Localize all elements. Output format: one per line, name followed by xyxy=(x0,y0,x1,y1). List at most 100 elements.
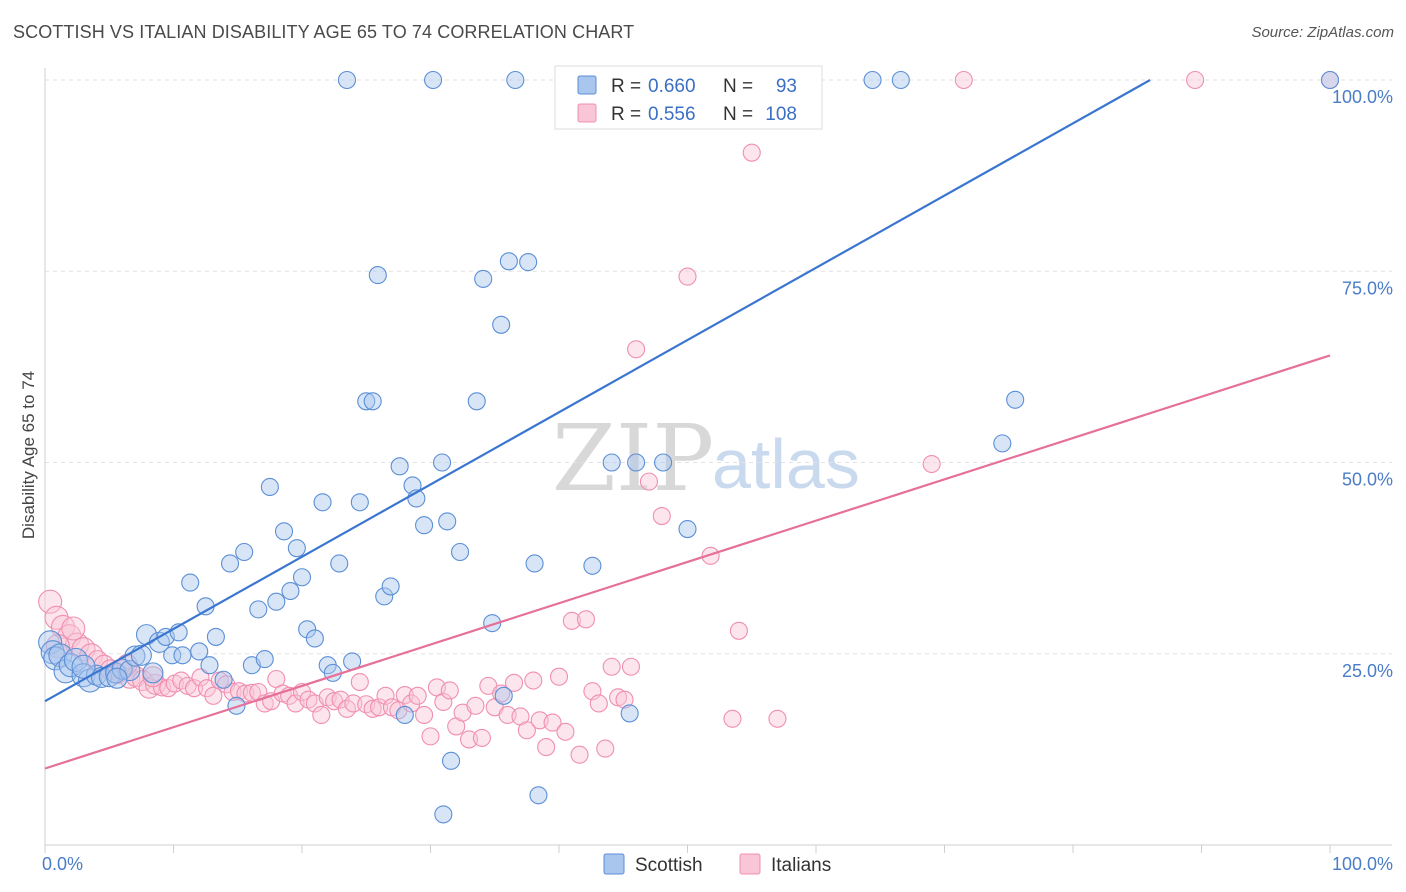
italians-point-57 xyxy=(402,694,421,713)
italians-point-68 xyxy=(472,728,491,747)
legend-swatch-scottish xyxy=(577,75,597,95)
scottish-point-82 xyxy=(1006,390,1025,409)
scottish-point-79 xyxy=(654,453,673,472)
italians-point-88 xyxy=(602,657,621,676)
legend-r-value-1: 0.660 xyxy=(648,76,696,97)
scottish-point-54 xyxy=(375,587,394,606)
scottish-point-30 xyxy=(214,670,233,689)
italians-point-60 xyxy=(421,727,440,746)
italians-point-49 xyxy=(350,673,369,692)
scottish-point-25 xyxy=(181,573,200,592)
italians-point-51 xyxy=(363,699,382,718)
axes xyxy=(44,68,1392,853)
italians-point-101 xyxy=(922,454,941,474)
scottish-point-93 xyxy=(106,667,128,689)
trend-lines xyxy=(44,79,1331,770)
watermark-atlas: atlas xyxy=(712,425,860,503)
scottish-point-62 xyxy=(438,512,457,531)
legend-box xyxy=(554,65,823,130)
grid-lines xyxy=(45,79,1392,655)
scottish-point-22 xyxy=(163,646,182,665)
scottish-point-29 xyxy=(206,627,225,646)
scottish-trend-line xyxy=(44,79,1151,703)
italians-point-43 xyxy=(312,705,331,725)
scottish-point-73 xyxy=(525,554,544,573)
scottish-point-69 xyxy=(492,315,511,334)
italians-point-78 xyxy=(537,738,556,757)
scottish-point-1 xyxy=(38,630,63,655)
italians-point-53 xyxy=(376,686,395,705)
scottish-point-24 xyxy=(173,646,192,665)
italians-point-13 xyxy=(119,667,141,689)
scottish-point-80 xyxy=(678,520,697,539)
chart-title: SCOTTISH VS ITALIAN DISABILITY AGE 65 TO… xyxy=(13,22,635,42)
italians-point-52 xyxy=(370,698,389,717)
italians-point-67 xyxy=(466,696,485,715)
legend-r-value-2: 0.556 xyxy=(648,104,696,125)
scottish-point-56 xyxy=(390,457,409,476)
italians-point-103 xyxy=(954,70,973,90)
y-tick-label-3: 75.0% xyxy=(1342,278,1393,298)
scottish-point-67 xyxy=(474,269,493,288)
legend-swatch-italians xyxy=(577,103,597,123)
scottish-point-74 xyxy=(529,786,548,805)
italians-point-96 xyxy=(701,546,720,565)
y-axis-label: Disability Age 65 to 74 xyxy=(19,371,38,539)
scottish-point-44 xyxy=(305,629,324,648)
italians-point-76 xyxy=(524,671,543,690)
scottish-point-40 xyxy=(281,581,300,601)
scottish-point-43 xyxy=(298,620,317,639)
watermark: ZIP atlas xyxy=(552,405,860,512)
scottish-point-85 xyxy=(506,70,525,90)
italians-point-84 xyxy=(576,610,596,629)
italians-point-1 xyxy=(38,589,63,614)
italians-point-102 xyxy=(1186,70,1205,90)
bottom-legend-label-scottish: Scottish xyxy=(635,855,703,876)
italians-point-83 xyxy=(570,745,589,764)
scottish-point-28 xyxy=(200,656,219,675)
scottish-point-57 xyxy=(395,705,414,725)
scottish-point-12 xyxy=(98,666,120,688)
italians-point-92 xyxy=(627,340,646,359)
scottish-point-78 xyxy=(627,453,646,472)
scottish-point-63 xyxy=(442,751,461,770)
italians-point-59 xyxy=(415,705,434,725)
scottish-point-75 xyxy=(583,556,602,575)
scottish-point-9 xyxy=(77,668,103,693)
scottish-point-71 xyxy=(499,252,518,271)
y-tick-label-4: 100.0% xyxy=(1332,87,1393,107)
italians-point-23 xyxy=(185,679,204,698)
y-tick-label-2: 50.0% xyxy=(1342,470,1393,490)
bottom-legend-label-italians: Italians xyxy=(771,855,831,876)
scottish-point-76 xyxy=(602,453,621,472)
watermark-zip: ZIP xyxy=(552,405,714,512)
scottish-point-84 xyxy=(424,70,443,90)
scottish-point-35 xyxy=(249,600,268,619)
scottish-point-42 xyxy=(292,568,312,587)
legend-n-value-1: 93 xyxy=(776,76,797,97)
scottish-point-70 xyxy=(494,686,513,705)
italians-point-26 xyxy=(204,686,223,705)
scottish-point-26 xyxy=(190,642,209,661)
scottish-point-7 xyxy=(63,647,88,672)
italians-point-58 xyxy=(408,686,427,705)
italians-point-98 xyxy=(729,621,748,640)
italians-point-91 xyxy=(621,657,641,676)
italians-point-106 xyxy=(61,616,86,641)
italians-point-100 xyxy=(768,709,787,728)
scottish-point-52 xyxy=(363,392,382,411)
italians-point-62 xyxy=(434,692,453,711)
scottish-point-32 xyxy=(227,696,246,715)
italians-point-90 xyxy=(615,690,634,709)
italians-point-87 xyxy=(596,739,615,758)
scottish-point-64 xyxy=(451,542,470,562)
legend-n-label-2: N = xyxy=(723,104,753,125)
scottish-point-37 xyxy=(260,477,279,497)
scottish-point-91 xyxy=(1320,70,1340,90)
italians-point-63 xyxy=(440,681,459,700)
italians-point-97 xyxy=(723,709,742,728)
scottish-point-31 xyxy=(220,554,240,573)
scottish-point-60 xyxy=(415,516,434,535)
scottish-point-65 xyxy=(434,805,453,824)
scottish-point-33 xyxy=(235,542,254,562)
